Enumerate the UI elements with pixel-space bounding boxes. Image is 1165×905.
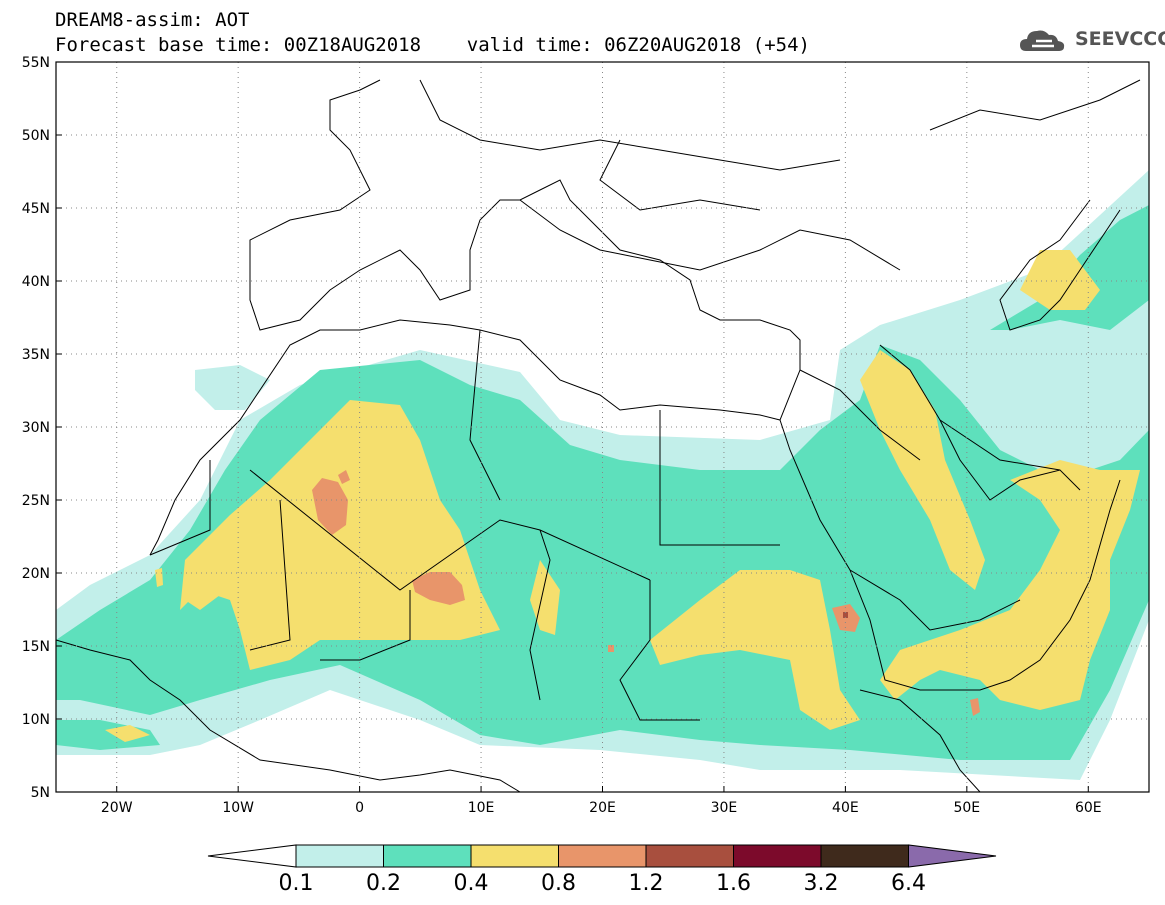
lat-tick-label: 35N: [22, 347, 50, 363]
colorbar-label: 1.2: [629, 871, 664, 896]
colorbar: 0.1 0.2 0.4 0.8 1.2 1.6 3.2 6.4: [207, 844, 997, 896]
colorbar-under-arrow: [207, 844, 297, 868]
colorbar-segment: [470, 844, 559, 868]
map-title: DREAM8-assim: AOT: [55, 9, 250, 31]
lat-tick-label: 5N: [31, 785, 50, 801]
lon-tick-label: 10W: [222, 800, 254, 816]
lon-axis: 20W 10W 0 10E 20E 30E 40E 50E 60E: [101, 786, 1102, 816]
colorbar-label: 1.6: [716, 871, 751, 896]
lon-tick-label: 10E: [468, 800, 495, 816]
lat-tick-label: 15N: [22, 639, 50, 655]
lat-axis: 55N 50N 45N 40N 35N 30N 25N 20N 15N 10N 5N: [22, 55, 62, 801]
grid: [56, 61, 1149, 793]
lat-tick-label: 25N: [22, 493, 50, 509]
colorbar-label: 6.4: [891, 871, 926, 896]
lat-tick-label: 30N: [22, 420, 50, 436]
lon-tick-label: 20W: [101, 800, 133, 816]
colorbar-label: 0.1: [279, 871, 314, 896]
colorbar-segment: [558, 844, 647, 868]
lat-tick-label: 10N: [22, 712, 50, 728]
colorbar-segment: [383, 844, 472, 868]
forecast-times: Forecast base time: 00Z18AUG2018 valid t…: [55, 34, 810, 56]
cloud-icon: [1020, 30, 1065, 51]
lat-tick-label: 50N: [22, 128, 50, 144]
lon-tick-label: 50E: [953, 800, 980, 816]
colorbar-segment: [295, 844, 384, 868]
colorbar-segment: [820, 844, 909, 868]
lon-tick-label: 30E: [711, 800, 738, 816]
logo-text: SEEVCCC: [1075, 28, 1165, 50]
lon-tick-label: 40E: [832, 800, 859, 816]
lat-tick-label: 45N: [22, 201, 50, 217]
lat-tick-label: 55N: [22, 55, 50, 71]
colorbar-over-arrow: [908, 844, 997, 868]
colorbar-segment: [733, 844, 822, 868]
colorbar-label: 3.2: [804, 871, 839, 896]
coastlines: [56, 79, 1141, 792]
lon-tick-label: 0: [355, 800, 364, 816]
colorbar-label: 0.8: [541, 871, 576, 896]
colorbar-label: 0.2: [366, 871, 401, 896]
lon-tick-label: 60E: [1075, 800, 1102, 816]
lon-tick-label: 20E: [589, 800, 616, 816]
lat-tick-label: 40N: [22, 274, 50, 290]
lat-tick-label: 20N: [22, 566, 50, 582]
colorbar-label: 0.4: [454, 871, 489, 896]
colorbar-segment: [645, 844, 734, 868]
